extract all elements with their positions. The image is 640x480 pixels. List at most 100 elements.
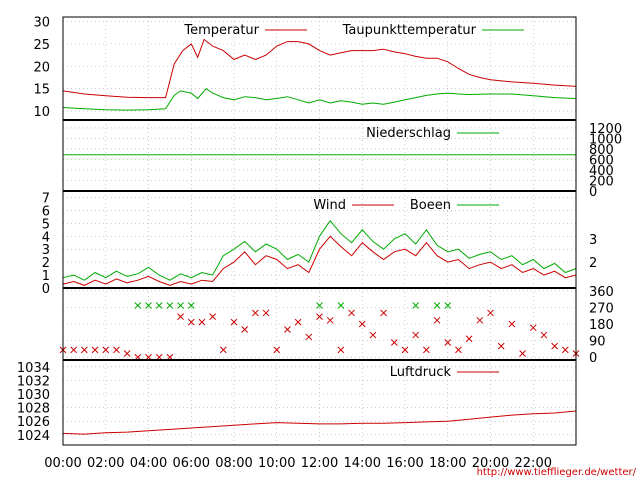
direction-point (423, 346, 430, 354)
x-tick-label: 00:00 (44, 456, 81, 471)
direction-mark-stroke (81, 346, 88, 354)
legend-label: Wind (313, 198, 346, 213)
y-tick-label: 7 (42, 191, 50, 206)
direction-point (113, 346, 120, 354)
direction-mark-stroke (380, 309, 387, 317)
direction-point (444, 339, 452, 346)
direction-point (337, 346, 345, 354)
y-tick-label: 1026 (17, 415, 50, 430)
direction-point (145, 302, 152, 309)
y-tick-label: 10 (33, 105, 50, 120)
direction-mark-stroke (70, 346, 78, 354)
direction-point (134, 302, 142, 309)
y-tick-label: 1034 (17, 361, 50, 376)
direction-point (316, 302, 323, 309)
direction-mark-stroke (540, 331, 548, 339)
legends: Temperatur Taupunkttemperatur Niederschlag… (183, 23, 524, 380)
legend-label: Taupunkttemperatur (342, 23, 477, 38)
y-tick-label: 0 (589, 185, 597, 200)
direction-mark-stroke (423, 346, 430, 354)
direction-mark-stroke (465, 335, 473, 343)
direction-mark-stroke (455, 346, 462, 354)
direction-point (70, 346, 78, 354)
direction-point (487, 309, 494, 317)
y-tick-label: 200 (589, 174, 614, 189)
x-tick-label: 06:00 (173, 456, 210, 471)
direction-point (241, 326, 249, 333)
direction-mark-stroke (177, 313, 184, 320)
direction-point (198, 318, 206, 326)
x-tick-label: 14:00 (344, 456, 381, 471)
direction-point (91, 346, 99, 354)
y-tick-label: 0 (589, 351, 597, 366)
direction-mark-stroke (219, 346, 227, 354)
direction-point (519, 350, 526, 357)
direction-mark-stroke (551, 342, 558, 350)
direction-mark-stroke (316, 313, 323, 320)
direction-mark-stroke (337, 346, 345, 354)
y-tick-label: 400 (589, 164, 614, 179)
direction-mark-stroke (187, 318, 195, 326)
direction-point (390, 339, 398, 346)
x-tick-label: 16:00 (386, 456, 423, 471)
legend-label: Boeen (410, 198, 451, 213)
series-line (62, 219, 577, 281)
y-tick-label: 25 (33, 38, 50, 53)
series-line (62, 88, 577, 111)
direction-mark-stroke (241, 326, 249, 333)
direction-point (273, 346, 281, 354)
direction-point (401, 346, 409, 354)
direction-point (284, 326, 291, 333)
y-tick-label: 1200 (589, 122, 622, 137)
direction-mark-stroke (123, 350, 131, 357)
y-tick-label: 1030 (17, 388, 50, 403)
direction-mark-stroke (166, 302, 174, 309)
y-tick-label: 360 (589, 285, 614, 300)
direction-mark-stroke (273, 346, 281, 354)
legend-label: Luftdruck (390, 365, 452, 380)
series-line (62, 235, 577, 286)
direction-mark-stroke (444, 339, 452, 346)
y-tick-label: 600 (589, 153, 614, 168)
direction-point (219, 346, 227, 354)
panel-frames (62, 16, 577, 446)
y-tick-label: 6 (42, 204, 50, 219)
direction-mark-stroke (369, 331, 377, 339)
direction-mark-stroke (476, 316, 484, 324)
x-tick-label: 02:00 (87, 456, 124, 471)
direction-point (230, 318, 238, 326)
direction-mark-stroke (412, 302, 420, 309)
y-tick-label: 1024 (17, 429, 50, 444)
direction-mark-stroke (155, 302, 163, 309)
direction-mark-stroke (444, 302, 452, 309)
series-line (62, 38, 577, 99)
legend-label: Temperatur (183, 23, 259, 38)
direction-mark-stroke (316, 302, 323, 309)
direction-mark-stroke (487, 309, 494, 317)
direction-mark-stroke (337, 302, 345, 309)
direction-point (476, 316, 484, 324)
x-tick-label: 08:00 (215, 456, 252, 471)
direction-mark-stroke (401, 346, 409, 354)
y-tick-label: 1028 (17, 402, 50, 417)
direction-point (326, 316, 334, 324)
direction-mark-stroke (102, 346, 110, 354)
direction-mark-stroke (262, 309, 270, 317)
direction-point (358, 320, 366, 328)
direction-point (262, 309, 270, 317)
direction-point (177, 302, 184, 309)
direction-mark-stroke (209, 313, 216, 320)
direction-point (380, 309, 387, 317)
direction-mark-stroke (497, 342, 505, 350)
direction-point (305, 333, 313, 341)
y-tick-label: 1032 (17, 374, 50, 389)
y-tick-label: 5 (42, 217, 50, 232)
y-tick-label: 1000 (589, 132, 622, 147)
y-tick-label: 3 (42, 243, 50, 258)
y-tick-label: 180 (589, 318, 614, 333)
direction-point (433, 302, 441, 309)
direction-mark-stroke (284, 326, 291, 333)
x-tick-label: 22:00 (515, 456, 552, 471)
x-tick-label: 20:00 (472, 456, 509, 471)
direction-mark-stroke (561, 346, 569, 354)
